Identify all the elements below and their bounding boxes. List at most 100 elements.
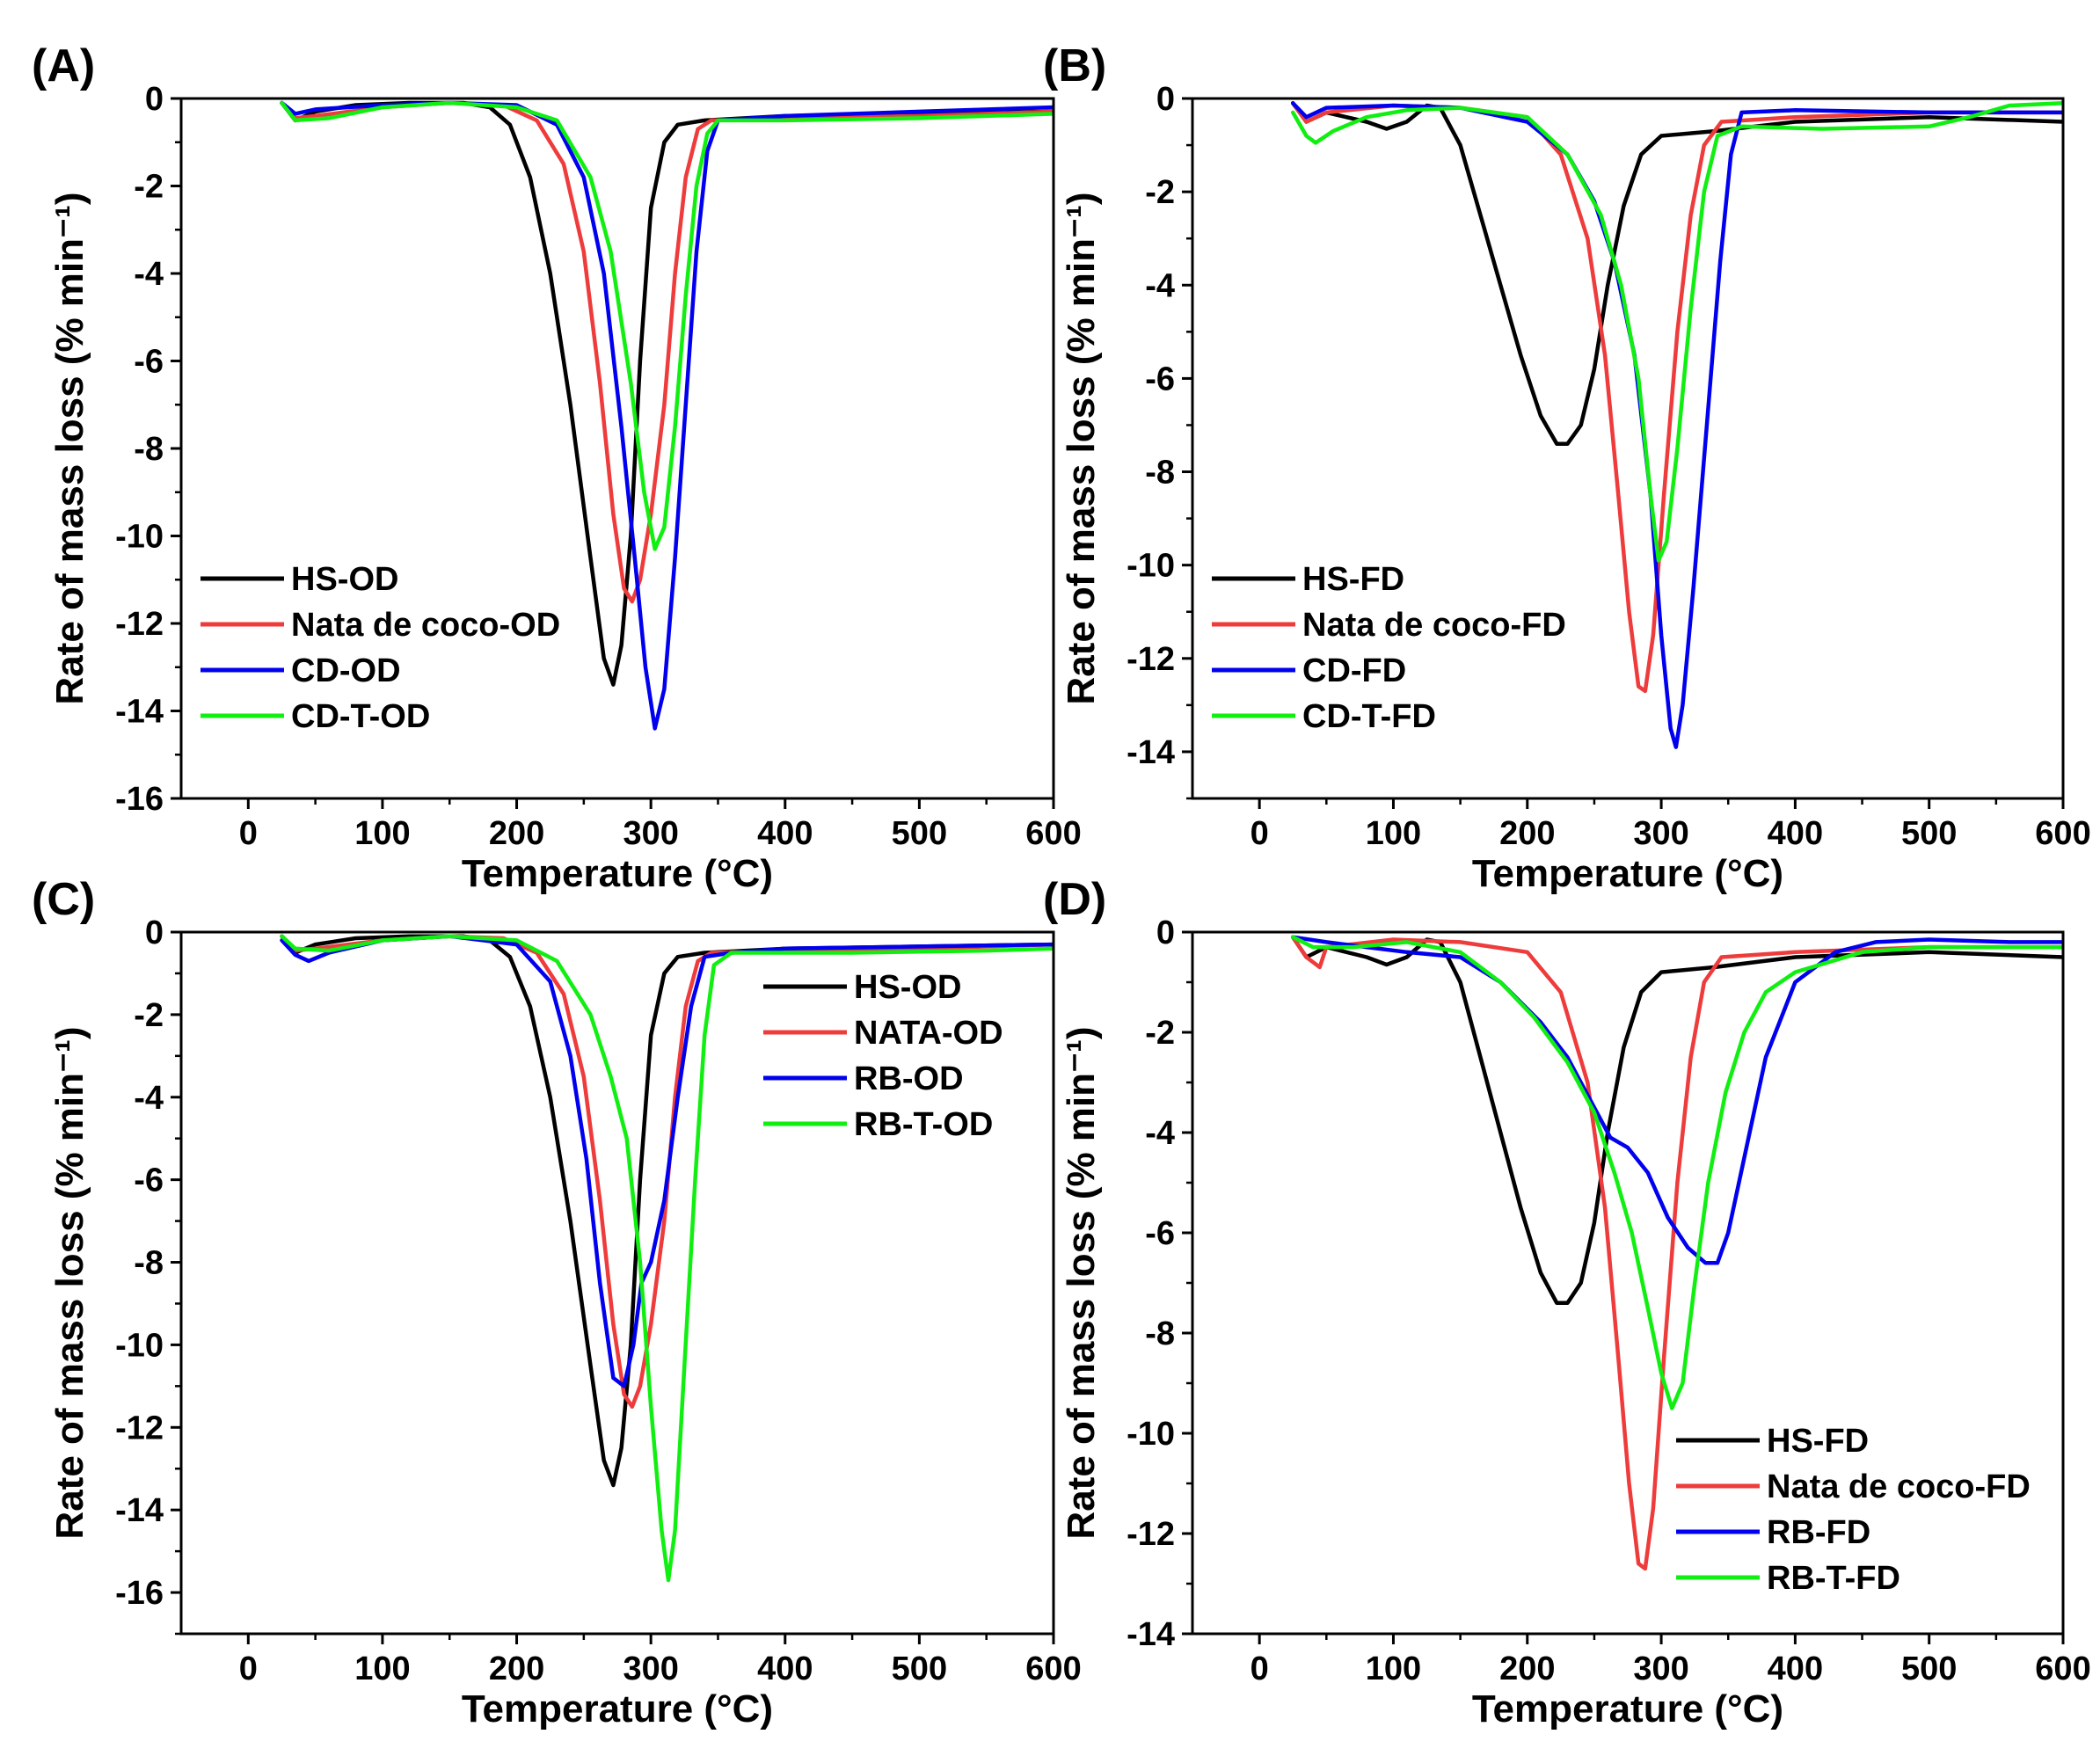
p3-x-tick-label-5: 500	[1901, 1650, 1957, 1687]
p0-y-tick-label-5: -10	[115, 519, 164, 556]
p1-y-tick-label-1: -2	[1145, 174, 1175, 211]
p3-series-line-3	[1290, 935, 2063, 1410]
p1-x-tick-label-4: 400	[1768, 815, 1823, 852]
p1-y-tick-label-6: -12	[1127, 641, 1175, 678]
p2-x-tick-label-1: 100	[354, 1650, 410, 1687]
p3-y-tick-label-1: -2	[1145, 1015, 1175, 1052]
p1-series-line-0	[1290, 101, 2063, 446]
p0-series-line-1	[280, 100, 1054, 604]
p3-y-tick-label-2: -4	[1145, 1115, 1175, 1152]
p1-y-axis-title: Rate of mass loss (% min⁻¹)	[1060, 192, 1103, 704]
p1-panel-label: (B)	[1043, 40, 1106, 91]
p2-x-tick-label-5: 500	[892, 1650, 947, 1687]
p0-x-tick-label-3: 300	[623, 815, 678, 852]
p2-y-tick-label-1: -2	[134, 997, 164, 1034]
p2-y-tick-label-7: -14	[115, 1492, 164, 1529]
p2-series-line-3	[280, 934, 1054, 1583]
p3-panel-label: (D)	[1043, 874, 1106, 925]
p2-plot-frame	[179, 930, 1055, 1636]
p0-x-tick-label-6: 600	[1025, 815, 1081, 852]
p0-y-tick-label-2: -4	[134, 256, 164, 293]
p3-y-tick-label-0: 0	[1156, 914, 1175, 951]
p0-y-tick-label-0: 0	[145, 81, 164, 118]
p0-legend-label-2: CD-OD	[291, 652, 401, 689]
p2-panel-label: (C)	[32, 874, 95, 925]
p1-legend-label-0: HS-FD	[1302, 561, 1404, 598]
p0-y-axis-title: Rate of mass loss (% min⁻¹)	[48, 192, 91, 704]
p2-y-tick-label-0: 0	[145, 914, 164, 951]
p2-x-tick-label-6: 600	[1025, 1650, 1081, 1687]
p2-x-tick-label-4: 400	[757, 1650, 813, 1687]
p0-series-line-3	[280, 100, 1054, 551]
p1-x-tick-label-1: 100	[1366, 815, 1421, 852]
p0-x-tick-label-2: 200	[489, 815, 544, 852]
panel-b: 0 100 200 300 400 500 600 0 -2 -4 -6 -8 -10 -12 -14 Tem…	[1043, 40, 2091, 895]
p0-legend-label-1: Nata de coco-OD	[291, 607, 560, 644]
p0-legend-label-3: CD-T-OD	[291, 698, 430, 735]
p1-x-axis-title: Temperature (°C)	[1472, 852, 1783, 895]
p3-y-tick-label-7: -14	[1127, 1616, 1175, 1653]
p0-x-tick-label-0: 0	[239, 815, 258, 852]
p1-legend-label-1: Nata de coco-FD	[1302, 607, 1566, 644]
p3-series-line-0	[1290, 935, 2063, 1306]
p2-x-axis-title: Temperature (°C)	[462, 1687, 773, 1730]
p3-y-axis-title: Rate of mass loss (% min⁻¹)	[1060, 1026, 1103, 1539]
p2-legend-label-2: RB-OD	[854, 1060, 964, 1097]
p1-y-tick-label-0: 0	[1156, 81, 1175, 118]
p1-y-tick-label-2: -4	[1145, 267, 1175, 304]
p3-series-line-1	[1290, 935, 2063, 1571]
p0-x-tick-label-1: 100	[354, 815, 410, 852]
p3-legend-label-2: RB-FD	[1767, 1514, 1870, 1551]
panel-c: 0 100 200 300 400 500 600 0 -2 -4 -6 -8 -10 -12 -14 -16…	[32, 874, 1082, 1730]
p2-y-axis-title: Rate of mass loss (% min⁻¹)	[48, 1026, 91, 1539]
p1-x-tick-label-0: 0	[1251, 815, 1269, 852]
p1-series-line-1	[1290, 101, 2063, 694]
p0-y-tick-label-8: -16	[115, 781, 164, 818]
p2-y-tick-label-3: -6	[134, 1162, 164, 1199]
p2-x-tick-label-2: 200	[489, 1650, 544, 1687]
p3-x-axis-title: Temperature (°C)	[1472, 1687, 1783, 1730]
p1-x-tick-label-2: 200	[1499, 815, 1555, 852]
p1-series-line-3	[1290, 101, 2063, 563]
p1-x-tick-label-3: 300	[1633, 815, 1688, 852]
p2-legend-label-3: RB-T-OD	[854, 1106, 993, 1143]
p0-x-tick-label-4: 400	[757, 815, 813, 852]
p2-x-tick-label-0: 0	[239, 1650, 258, 1687]
p2-y-tick-label-5: -10	[115, 1327, 164, 1364]
p1-y-tick-label-5: -10	[1127, 548, 1175, 585]
p1-x-tick-label-5: 500	[1901, 815, 1957, 852]
p3-series-line-2	[1290, 935, 2063, 1265]
p3-x-tick-label-1: 100	[1366, 1650, 1421, 1687]
p3-legend-label-0: HS-FD	[1767, 1423, 1869, 1460]
p2-legend-label-1: NATA-OD	[854, 1015, 1003, 1052]
p3-legend-label-1: Nata de coco-FD	[1767, 1468, 2031, 1505]
panel-d: 0 100 200 300 400 500 600 0 -2 -4 -6 -8 -10 -12 -14 Tem…	[1043, 874, 2091, 1730]
p3-y-tick-label-4: -8	[1145, 1315, 1175, 1352]
p0-y-tick-label-6: -12	[115, 606, 164, 643]
p3-x-tick-label-2: 200	[1499, 1650, 1555, 1687]
p3-x-tick-label-6: 600	[2035, 1650, 2090, 1687]
p3-x-tick-label-0: 0	[1251, 1650, 1269, 1687]
p0-y-tick-label-3: -6	[134, 344, 164, 381]
p3-y-tick-label-3: -6	[1145, 1215, 1175, 1252]
p2-x-tick-label-3: 300	[623, 1650, 678, 1687]
p3-y-tick-label-6: -12	[1127, 1516, 1175, 1553]
p0-panel-label: (A)	[32, 40, 95, 91]
p0-y-tick-label-1: -2	[134, 169, 164, 206]
p2-series-line-0	[280, 934, 1054, 1488]
p1-legend-label-3: CD-T-FD	[1302, 698, 1436, 735]
p2-y-tick-label-2: -4	[134, 1080, 164, 1117]
p0-y-tick-label-7: -14	[115, 694, 164, 731]
p3-x-tick-label-4: 400	[1768, 1650, 1823, 1687]
p0-legend-label-0: HS-OD	[291, 561, 398, 598]
p3-legend-label-3: RB-T-FD	[1767, 1560, 1900, 1597]
p0-x-axis-title: Temperature (°C)	[462, 852, 773, 895]
p1-y-tick-label-4: -8	[1145, 455, 1175, 492]
p1-y-tick-label-3: -6	[1145, 361, 1175, 397]
p3-x-tick-label-3: 300	[1633, 1650, 1688, 1687]
p1-plot-frame	[1191, 97, 2065, 800]
p2-y-tick-label-6: -12	[115, 1410, 164, 1446]
panel-a: 0 100 200 300 400 500 600 0 -2 -4 -6 -8 -10 -12 -14 -16…	[32, 40, 1082, 895]
p0-plot-frame	[179, 97, 1055, 800]
